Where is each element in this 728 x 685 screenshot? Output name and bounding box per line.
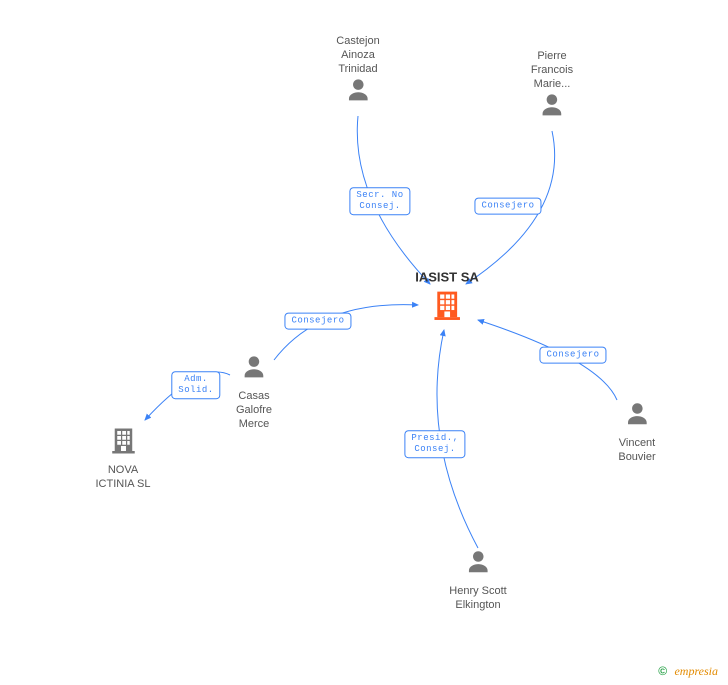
edge-label-henry-center: Presid., Consej. <box>404 430 465 458</box>
edge-label-castejon-center: Secr. No Consej. <box>349 187 410 215</box>
edge-label-vincent-center: Consejero <box>539 347 606 364</box>
building-icon <box>430 288 464 327</box>
node-center-label: IASIST SA <box>415 269 479 285</box>
edge-label-casas-nova: Adm. Solid. <box>171 371 220 399</box>
node-castejon[interactable]: Castejon Ainoza Trinidad <box>336 31 379 109</box>
node-label: Pierre Francois Marie... <box>531 50 573 91</box>
node-nova[interactable]: NOVA ICTINIA SL <box>95 425 150 492</box>
node-casas[interactable]: Casas Galofre Merce <box>236 353 272 431</box>
node-label: Henry Scott Elkington <box>449 585 506 613</box>
node-henry[interactable]: Henry Scott Elkington <box>449 548 506 613</box>
watermark: © empresia <box>658 664 718 679</box>
edge-label-pierre-center: Consejero <box>474 198 541 215</box>
node-vincent[interactable]: Vincent Bouvier <box>618 400 655 465</box>
edge-label-casas-center: Consejero <box>284 313 351 330</box>
watermark-text: empresia <box>674 664 718 678</box>
node-label: Castejon Ainoza Trinidad <box>336 35 379 76</box>
person-icon <box>538 91 566 124</box>
node-pierre[interactable]: Pierre Francois Marie... <box>531 46 573 124</box>
person-icon <box>344 76 372 109</box>
copyright-symbol: © <box>658 664 667 678</box>
person-icon <box>623 400 651 433</box>
building-icon <box>108 425 138 460</box>
node-label: NOVA ICTINIA SL <box>95 464 150 492</box>
node-center[interactable]: IASIST SA <box>415 269 479 326</box>
person-icon <box>240 353 268 386</box>
node-label: Casas Galofre Merce <box>236 390 272 431</box>
person-icon <box>464 548 492 581</box>
diagram-canvas: IASIST SA Castejon Ainoza Trinidad Pierr… <box>0 0 728 685</box>
node-label: Vincent Bouvier <box>618 437 655 465</box>
